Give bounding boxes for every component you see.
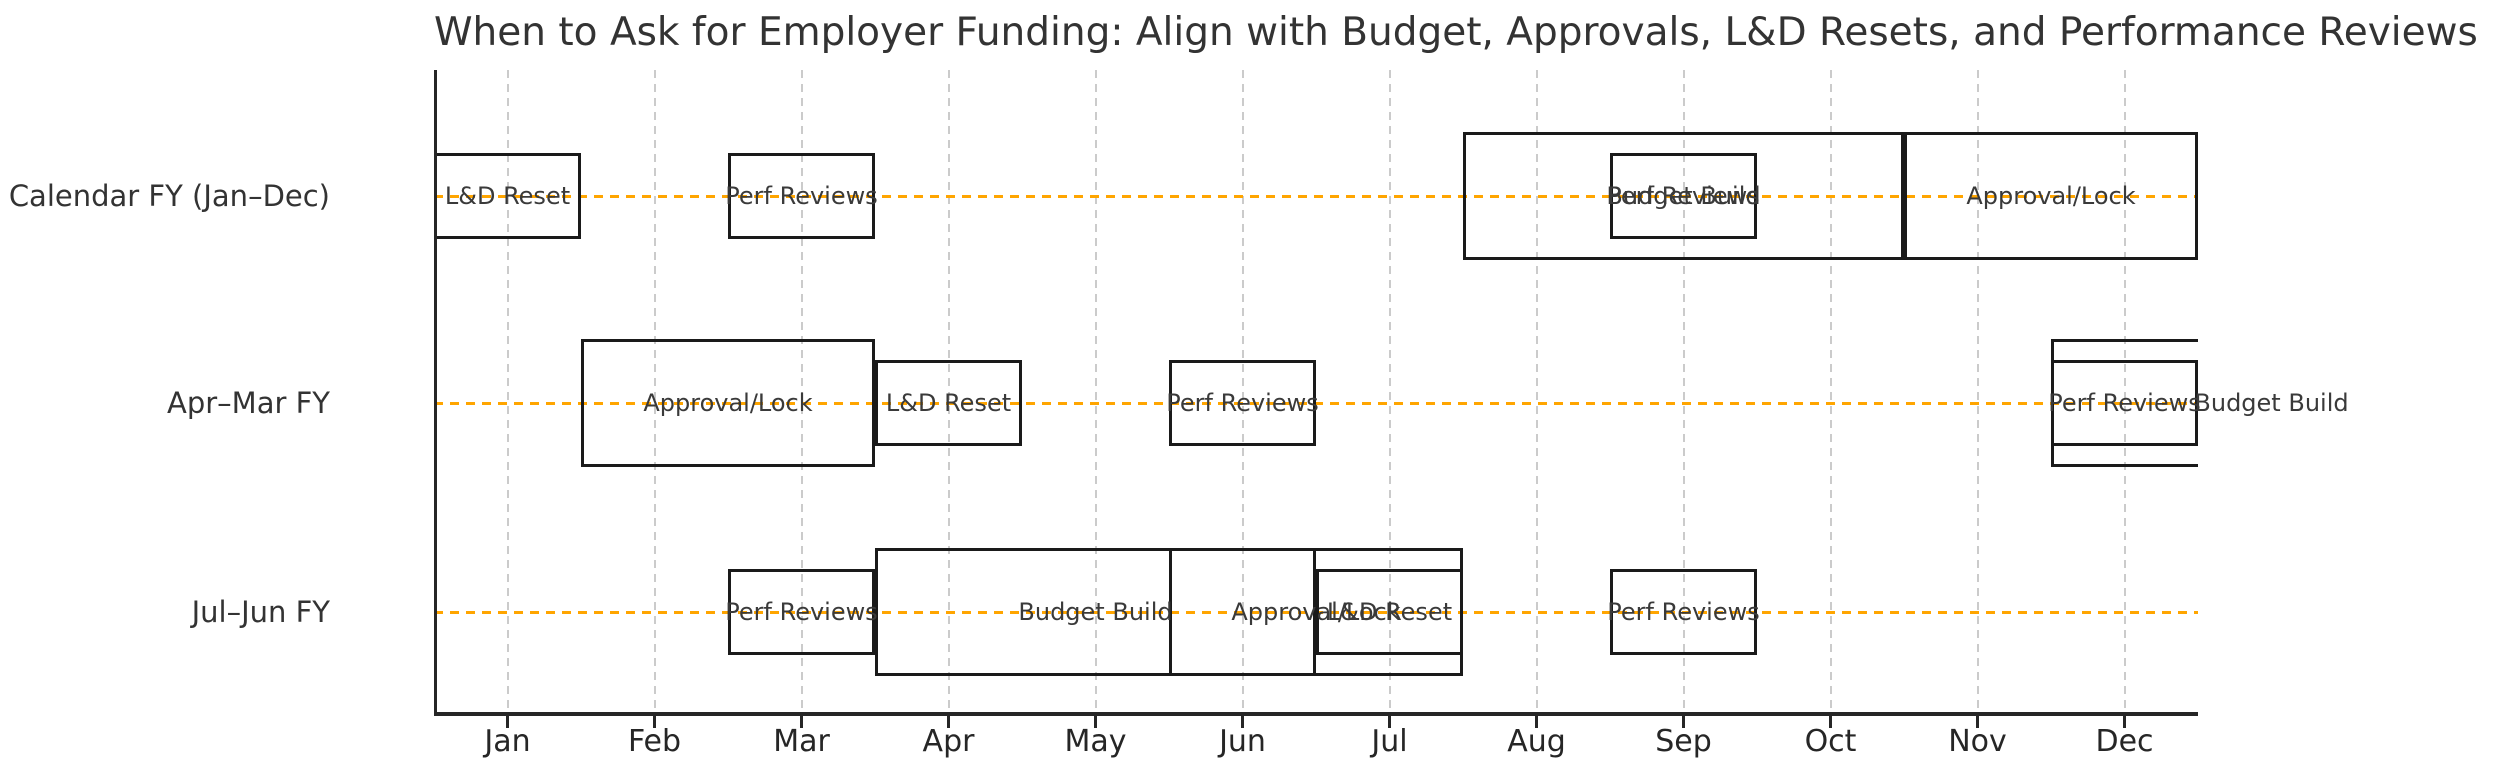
x-tick-label: Dec — [2095, 724, 2154, 759]
x-tick-label: Feb — [627, 724, 682, 759]
gantt-bar-label: Perf Reviews — [2048, 389, 2201, 417]
x-tick-label: Apr — [922, 724, 975, 759]
x-tick-label: Nov — [1948, 724, 2007, 759]
month-gridline — [653, 70, 656, 716]
month-gridline — [506, 70, 509, 716]
y-axis-label: Apr–Mar FY — [167, 386, 330, 420]
gantt-bar-label: Perf Reviews — [1607, 598, 1760, 626]
gantt-bar — [728, 569, 875, 655]
month-gridline — [2123, 70, 2126, 716]
month-gridline — [947, 70, 950, 716]
gantt-bar — [875, 360, 1022, 446]
gantt-bar — [1610, 153, 1757, 239]
x-tick-label: Aug — [1507, 724, 1566, 759]
gantt-bar-label: Perf Reviews — [1166, 389, 1319, 417]
gantt-bar — [1610, 569, 1757, 655]
x-tick-label: Jun — [1219, 724, 1266, 759]
x-tick — [506, 716, 509, 728]
x-tick — [653, 716, 656, 728]
x-tick-label: Oct — [1804, 724, 1857, 759]
x-tick-label: Mar — [773, 724, 830, 759]
gantt-bar — [1169, 360, 1316, 446]
gantt-bar-label: Perf Reviews — [725, 182, 878, 210]
gantt-bar-label: Approval/Lock — [643, 389, 813, 417]
gantt-bar-label: Approval/Lock — [1966, 182, 2136, 210]
row-guide-line — [434, 194, 2198, 198]
bar-layer — [434, 70, 2198, 716]
x-tick — [1682, 716, 1685, 728]
gantt-bar-label: Budget Build — [1606, 182, 1761, 210]
month-gridline — [800, 70, 803, 716]
plot-area: L&D Reset Perf Reviews Budget Build Perf Re… — [434, 70, 2349, 716]
gantt-bar-label: L&D Reset — [885, 389, 1012, 417]
month-gridline — [1976, 70, 1979, 716]
gantt-bar-label: Perf Reviews — [725, 598, 878, 626]
chart-title: When to Ask for Employer Funding: Align … — [434, 10, 2478, 55]
x-tick — [1241, 716, 1244, 728]
gantt-bar — [1316, 569, 1463, 655]
x-tick — [800, 716, 803, 728]
x-tick — [1535, 716, 1538, 728]
gantt-bar — [581, 339, 875, 467]
month-gridline — [1241, 70, 1244, 716]
gantt-bar — [1904, 132, 2198, 260]
y-axis-spine — [434, 70, 437, 716]
gantt-bar-label: Perf Reviews — [1607, 182, 1760, 210]
row-guide-line — [434, 401, 2198, 405]
month-gridline — [1829, 70, 1832, 716]
x-tick — [1094, 716, 1097, 728]
gantt-bar — [875, 548, 1316, 676]
gantt-bar — [728, 153, 875, 239]
x-axis-spine — [434, 712, 2198, 716]
gantt-bar-label: Budget Build — [2194, 389, 2349, 417]
month-gridline — [1388, 70, 1391, 716]
month-gridline — [1682, 70, 1685, 716]
month-gridline — [1094, 70, 1097, 716]
x-tick-label: Jul — [1371, 724, 1408, 759]
x-tick — [947, 716, 950, 728]
x-tick — [2123, 716, 2126, 728]
x-tick-label: Sep — [1655, 724, 1712, 759]
x-tick-label: May — [1064, 724, 1127, 759]
gantt-bar-label: L&D Reset — [444, 182, 571, 210]
x-tick-label: Jan — [484, 724, 531, 759]
gantt-bar-label: L&D Reset — [1326, 598, 1453, 626]
x-tick — [1976, 716, 1979, 728]
y-axis-label: Jul–Jun FY — [191, 595, 330, 629]
bar-label-layer: L&D Reset Perf Reviews Budget Build Perf Re… — [434, 70, 2349, 716]
x-tick — [1829, 716, 1832, 728]
gantt-bar-label: Approval/Lock — [1231, 598, 1401, 626]
x-tick — [1388, 716, 1391, 728]
gridline-layer — [434, 70, 2198, 716]
month-gridline — [1535, 70, 1538, 716]
y-axis-label: Calendar FY (Jan–Dec) — [8, 179, 330, 213]
gantt-bar — [2051, 360, 2198, 446]
gantt-bar-label: Budget Build — [1018, 598, 1173, 626]
gantt-bar — [1463, 132, 1904, 260]
